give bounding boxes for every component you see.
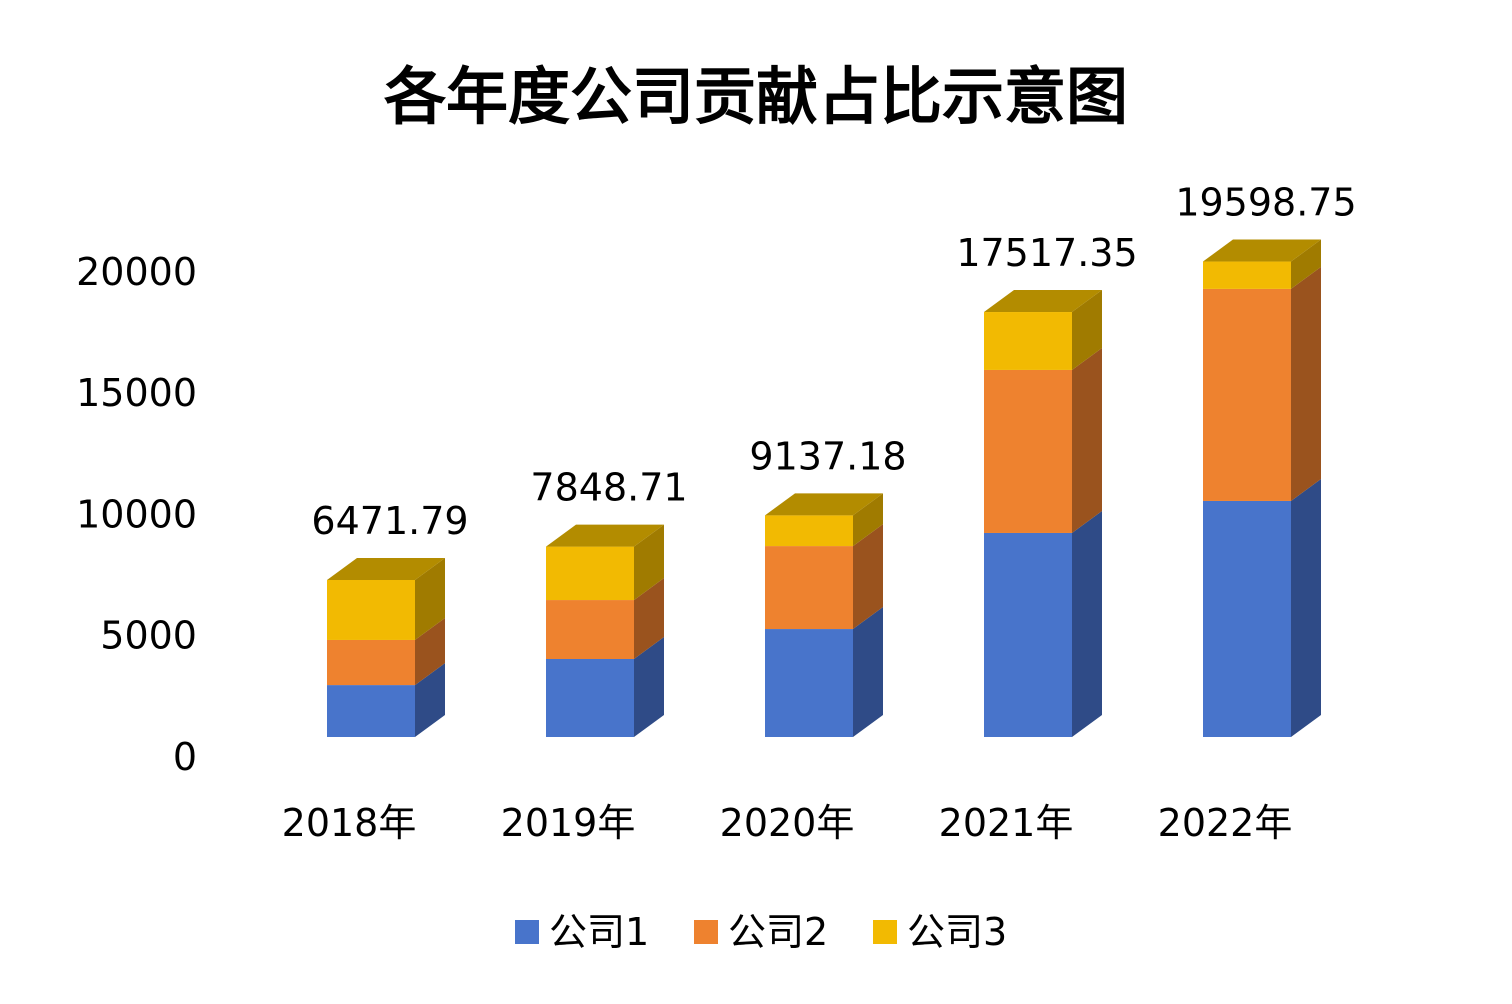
bar-segment-1-front <box>1203 500 1291 737</box>
bar-segment-3-front <box>765 515 853 547</box>
data-label-total: 6471.79 <box>311 499 468 543</box>
bar-segment-2-front <box>327 639 415 686</box>
bar-top-face <box>327 557 445 580</box>
legend-item-2: 公司2 <box>694 910 828 954</box>
x-tick-label: 2020年 <box>720 801 855 845</box>
bar-segment-3-side <box>634 524 664 601</box>
bar-segment-3-front <box>1203 261 1291 289</box>
bar-segment-1-side <box>1291 478 1321 737</box>
data-label-total: 19598.75 <box>1175 181 1356 225</box>
bar-top-face <box>1203 239 1321 262</box>
bar-segment-3-front <box>546 546 634 601</box>
bar-segment-2-side <box>1291 266 1321 501</box>
y-tick-label: 10000 <box>76 492 197 536</box>
bar-segment-3-side <box>1291 239 1321 289</box>
x-tick-label: 2019年 <box>501 801 636 845</box>
bar-segment-2-front <box>765 546 853 630</box>
bar-segment-2-front <box>984 369 1072 533</box>
bar-segment-1-side <box>415 663 445 737</box>
x-tick-label: 2021年 <box>939 801 1074 845</box>
legend-item-3: 公司3 <box>873 910 1007 954</box>
bar-segment-1-side <box>634 637 664 737</box>
legend-swatch <box>694 920 718 944</box>
bar-stack <box>546 524 664 737</box>
bar-stack <box>765 493 883 737</box>
bar-top-face <box>984 290 1102 313</box>
bar-segment-1-front <box>546 659 634 737</box>
legend-label: 公司1 <box>549 910 649 954</box>
y-tick-label: 5000 <box>100 614 197 658</box>
bar-segment-2-front <box>1203 288 1291 501</box>
bar-segment-2-side <box>634 578 664 660</box>
bar-segment-3-front <box>984 312 1072 370</box>
bar-segment-1-side <box>1072 510 1102 737</box>
legend-label: 公司2 <box>728 910 828 954</box>
bar-segment-2-front <box>546 600 634 660</box>
legend-item-1: 公司1 <box>515 910 649 954</box>
legend-label: 公司3 <box>907 910 1007 954</box>
legend-swatch <box>873 920 897 944</box>
y-tick-label: 15000 <box>76 371 197 415</box>
bar-segment-3-side <box>1072 290 1102 370</box>
bar-top-face <box>546 524 664 547</box>
bar-segment-3-side <box>853 493 883 547</box>
bar-segment-1-front <box>765 629 853 737</box>
bar-segment-1-front <box>984 532 1072 737</box>
bar-segment-2-side <box>1072 347 1102 533</box>
bar-segment-1-side <box>853 607 883 737</box>
y-tick-label: 20000 <box>76 250 197 294</box>
chart-title: 各年度公司贡献占比示意图 <box>384 60 1128 133</box>
bar-segment-2-side <box>853 524 883 630</box>
bar-segment-3-front <box>327 579 415 640</box>
x-tick-label: 2018年 <box>282 801 417 845</box>
data-label-total: 17517.35 <box>956 231 1137 275</box>
bar-stack <box>1203 239 1321 737</box>
legend-swatch <box>515 920 539 944</box>
bar-top-face <box>765 493 883 516</box>
bar-stack <box>984 290 1102 737</box>
bar-segment-3-side <box>415 557 445 640</box>
bar-segment-1-front <box>327 685 415 737</box>
bar-stack <box>327 557 445 737</box>
x-tick-label: 2022年 <box>1158 801 1293 845</box>
y-tick-label: 0 <box>173 735 197 779</box>
bar-segment-2-side <box>415 617 445 686</box>
data-label-total: 9137.18 <box>749 434 906 478</box>
data-label-total: 7848.71 <box>530 466 687 510</box>
